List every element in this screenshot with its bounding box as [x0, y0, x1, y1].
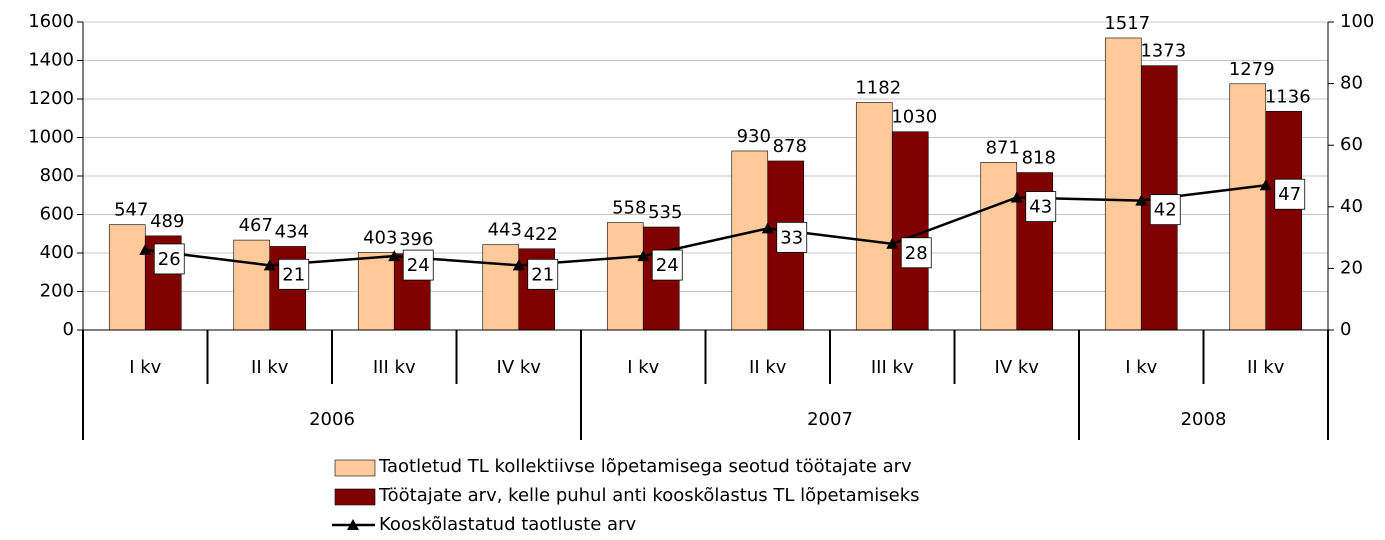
y-tick-label: 1200 — [28, 88, 74, 109]
legend-label: Kooskõlastatud taotluste arv — [379, 514, 636, 535]
line-label-box — [1025, 191, 1057, 222]
line — [145, 183, 1266, 267]
line-value-label: 26 — [158, 249, 181, 270]
line-label-box — [651, 249, 683, 281]
y2-tick-label: 0 — [1340, 319, 1351, 340]
y-tick-label: 1000 — [28, 127, 74, 148]
x-group-label: 2008 — [1181, 409, 1227, 430]
bar — [606, 222, 644, 331]
y-tick-label: 0 — [63, 319, 74, 340]
y-tick-label: 600 — [40, 204, 74, 225]
x-tick-label: II kv — [1247, 357, 1285, 378]
bar-value-label: 467 — [239, 215, 273, 236]
bar-value-label: 871 — [986, 137, 1020, 158]
line-label-box — [402, 249, 434, 281]
line-marker — [388, 250, 401, 262]
bar-value-label: 1182 — [855, 77, 901, 98]
bar-value-label: 403 — [363, 227, 397, 248]
line-value-label: 21 — [531, 264, 554, 285]
y2-tick-label: 80 — [1340, 73, 1363, 94]
bar-value-label: 930 — [737, 126, 771, 147]
bar-value-label: 878 — [773, 136, 807, 157]
line-marker — [1259, 179, 1272, 191]
bar-value-label: 558 — [612, 198, 646, 219]
x-tick-label: II kv — [749, 357, 787, 378]
line-marker — [1010, 191, 1023, 203]
bar — [1265, 111, 1303, 331]
x-tick-label: I kv — [129, 357, 161, 378]
bar — [731, 150, 769, 331]
bar-value-label: 1517 — [1104, 13, 1150, 34]
y-tick-label: 200 — [40, 281, 74, 302]
line-value-label: 24 — [407, 255, 430, 276]
y-tick-label: 400 — [40, 242, 74, 263]
line-marker — [263, 259, 276, 271]
bar-value-label: 1373 — [1140, 41, 1186, 62]
bar-value-label: 547 — [114, 200, 148, 221]
bar-value-label: 396 — [399, 229, 433, 250]
x-tick-label: I kv — [627, 357, 659, 378]
bar-value-label: 1030 — [891, 107, 937, 128]
y2-tick-label: 20 — [1340, 257, 1363, 278]
y2-tick-label: 40 — [1340, 196, 1363, 217]
x-tick-label: II kv — [251, 357, 289, 378]
line-value-label: 21 — [282, 264, 305, 285]
x-tick-label: IV kv — [995, 357, 1040, 378]
line-value-label: 43 — [1029, 197, 1052, 218]
x-tick-label: IV kv — [497, 357, 542, 378]
line-marker — [886, 237, 899, 249]
bar — [855, 102, 893, 331]
bar — [980, 162, 1018, 331]
line-marker — [637, 250, 650, 262]
bar-value-label: 443 — [488, 220, 522, 241]
line-value-label: 33 — [780, 227, 803, 248]
bar — [1229, 83, 1267, 331]
bar — [891, 131, 929, 331]
bar-value-label: 818 — [1022, 148, 1056, 169]
line-label-box — [153, 243, 185, 275]
bar — [482, 244, 520, 331]
bar-value-label: 422 — [524, 224, 558, 245]
line-label-box — [278, 258, 310, 290]
bar-value-label: 489 — [150, 211, 184, 232]
bar — [357, 252, 395, 331]
legend-marker — [347, 519, 359, 530]
line-marker — [512, 259, 525, 271]
line-value-label: 47 — [1278, 184, 1301, 205]
line-label-box — [1149, 194, 1181, 226]
bar-value-label: 434 — [275, 221, 309, 242]
bar — [233, 239, 271, 331]
bar-value-label: 1136 — [1265, 86, 1311, 107]
line-marker — [139, 243, 152, 255]
line-value-label: 24 — [656, 255, 679, 276]
y2-tick-label: 60 — [1340, 134, 1363, 155]
line-value-label: 28 — [905, 243, 928, 264]
y-tick-label: 1600 — [28, 11, 74, 32]
line-label-box — [776, 221, 808, 253]
x-tick-label: III kv — [373, 357, 416, 378]
x-group-label: 2007 — [807, 409, 853, 430]
y2-tick-label: 100 — [1340, 11, 1374, 32]
y-tick-label: 1400 — [28, 50, 74, 71]
x-tick-label: I kv — [1125, 357, 1157, 378]
y-tick-label: 800 — [40, 165, 74, 186]
bar — [108, 224, 146, 331]
x-group-label: 2006 — [309, 409, 355, 430]
line-value-label: 42 — [1154, 200, 1177, 221]
bar — [1104, 37, 1142, 331]
line-marker — [1135, 194, 1148, 206]
line-label-box — [1274, 178, 1306, 210]
legend-swatch — [334, 488, 376, 506]
line-label-box — [900, 237, 932, 269]
x-tick-label: III kv — [871, 357, 914, 378]
line-marker — [761, 222, 774, 234]
legend-swatch — [334, 459, 376, 477]
bar-value-label: 1279 — [1229, 59, 1275, 80]
legend-label: Taotletud TL kollektiivse lõpetamisega s… — [378, 456, 912, 477]
legend-label: Töötajate arv, kelle puhul anti kooskõla… — [378, 485, 920, 506]
line-label-box — [527, 258, 559, 290]
bar-value-label: 535 — [648, 202, 682, 223]
